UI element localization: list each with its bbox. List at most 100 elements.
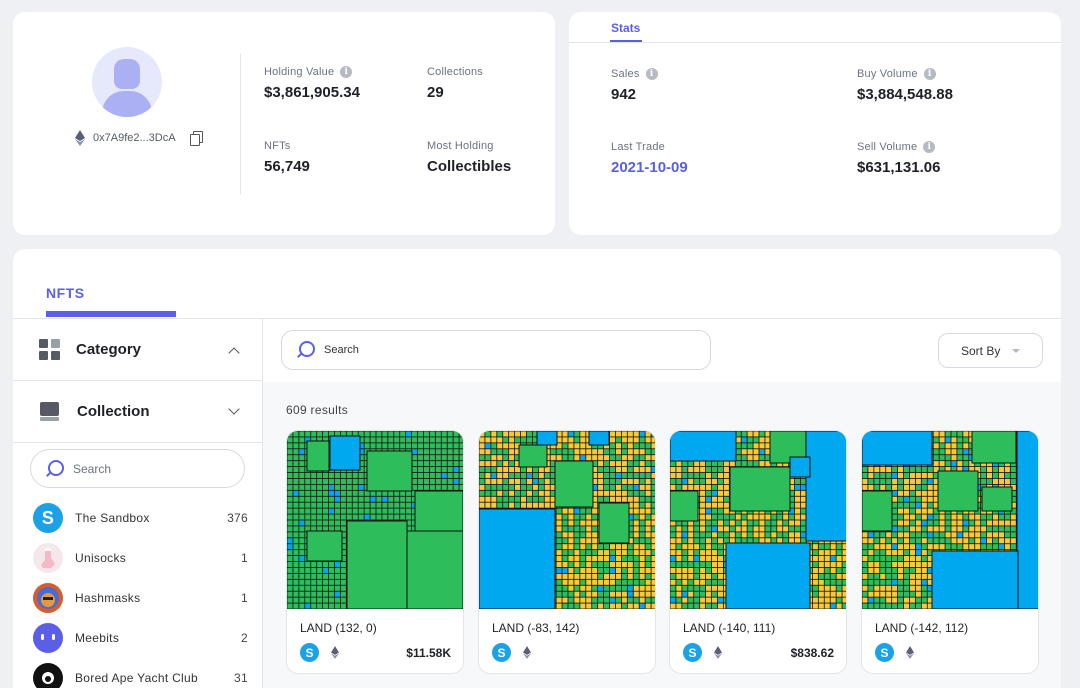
collections-stat: Collections 29 (427, 66, 483, 101)
category-icon (39, 339, 60, 360)
last-trade-link[interactable]: 2021-10-09 (611, 159, 688, 176)
sell-volume-stat: Sell Volume i $631,131.06 (857, 141, 940, 176)
nft-card[interactable]: LAND (-83, 142) S (478, 430, 656, 674)
divider (240, 54, 241, 194)
sales-label: Sales (611, 68, 640, 80)
nft-name: LAND (-140, 111) (683, 621, 776, 635)
wallet-address-row: 0x7A9fe2...3DcA (75, 130, 203, 146)
nft-footer: S $11.58K (300, 643, 451, 662)
ethereum-icon (523, 646, 531, 659)
divider (569, 42, 1061, 43)
holding-value-label: Holding Value (264, 66, 335, 78)
stats-card: Stats Sales i 942 Buy Volume i $3,884,548.… (569, 12, 1061, 235)
search-placeholder: Search (73, 461, 112, 476)
collection-item[interactable]: Unisocks 1 (33, 538, 248, 578)
nft-thumbnail (670, 431, 846, 609)
last-trade-label: Last Trade (611, 141, 665, 153)
collection-filter-header[interactable]: Collection (13, 381, 262, 443)
info-icon[interactable]: i (645, 68, 658, 80)
most-holding-label: Most Holding (427, 140, 494, 152)
nft-name: LAND (-142, 112) (875, 621, 969, 635)
collection-count: 1 (241, 591, 248, 605)
collection-name: Hashmasks (75, 591, 141, 605)
buy-volume-label: Buy Volume (857, 68, 918, 80)
nfts-label: NFTs (264, 140, 291, 152)
nft-footer: S $838.62 (683, 643, 834, 662)
collection-item[interactable]: Bored Ape Yacht Club 31 (33, 658, 248, 688)
copy-icon[interactable] (189, 131, 203, 146)
collection-name: Unisocks (75, 551, 127, 565)
nft-card[interactable]: LAND (132, 0) S $11.58K (286, 430, 464, 674)
nft-thumbnail (479, 431, 655, 609)
collection-count: 1 (241, 551, 248, 565)
chevron-up-icon[interactable] (228, 347, 240, 359)
sell-volume-value: $631,131.06 (857, 159, 941, 176)
sales-value: 942 (611, 86, 637, 103)
sales-stat: Sales i 942 (611, 68, 658, 103)
ethereum-icon (906, 646, 914, 659)
last-trade-stat: Last Trade 2021-10-09 (611, 141, 688, 176)
collection-list: S The Sandbox 376 Unisocks 1 Hashmasks 1 Meebit… (33, 498, 248, 688)
collection-count: 2 (241, 631, 248, 645)
sort-by-label: Sort By (961, 343, 1001, 358)
chevron-down-icon[interactable] (228, 403, 240, 415)
collection-label: Collection (77, 403, 150, 420)
tab-nfts[interactable]: NFTS (46, 285, 85, 301)
avatar (92, 47, 162, 117)
sandbox-icon: S (683, 643, 702, 662)
divider (262, 319, 263, 688)
collections-value: 29 (427, 84, 444, 101)
wallet-address: 0x7A9fe2...3DcA (93, 132, 176, 144)
ethereum-icon (714, 646, 722, 659)
collection-count: 31 (234, 671, 248, 685)
results-count: 609 results (286, 403, 348, 417)
info-icon[interactable]: i (923, 68, 936, 80)
divider (13, 318, 1061, 319)
buy-volume-stat: Buy Volume i $3,884,548.88 (857, 68, 953, 103)
collection-count: 376 (227, 511, 248, 525)
ethereum-icon (75, 130, 85, 146)
collection-item[interactable]: Meebits 2 (33, 618, 248, 658)
collection-name: Bored Ape Yacht Club (75, 671, 198, 685)
nfts-value: 56,749 (264, 158, 310, 175)
sort-by-dropdown[interactable]: Sort By (938, 333, 1043, 368)
collection-item[interactable]: Hashmasks 1 (33, 578, 248, 618)
collections-label: Collections (427, 66, 484, 78)
caret-down-icon (1012, 348, 1021, 353)
nft-search-input[interactable]: Search (281, 330, 711, 370)
nft-thumbnail (862, 431, 1038, 609)
tab-indicator (610, 40, 642, 43)
sock-icon (33, 543, 63, 573)
info-icon[interactable]: i (340, 66, 353, 78)
nfts-stat: NFTs 56,749 (264, 140, 310, 175)
nft-card[interactable]: LAND (-140, 111) S $838.62 (669, 430, 847, 674)
buy-volume-value: $3,884,548.88 (857, 86, 953, 103)
ethereum-icon (331, 646, 339, 659)
info-icon[interactable]: i (923, 141, 936, 153)
sandbox-icon: S (492, 643, 511, 662)
nft-price: $11.58K (406, 645, 451, 660)
hashmask-icon (33, 583, 63, 613)
category-label: Category (76, 341, 142, 358)
collection-item[interactable]: S The Sandbox 376 (33, 498, 248, 538)
tab-stats[interactable]: Stats (611, 21, 641, 35)
holding-value: $3,861,905.34 (264, 84, 360, 101)
nft-name: LAND (132, 0) (300, 621, 377, 635)
nft-card[interactable]: LAND (-142, 112) S (861, 430, 1039, 674)
most-holding-stat: Most Holding Collectibles (427, 140, 511, 175)
sandbox-icon: S (875, 643, 894, 662)
search-placeholder: Search (324, 344, 359, 356)
tab-indicator (46, 311, 176, 317)
nfts-panel: NFTS Category Collection Search S The San… (13, 249, 1061, 688)
holding-value-stat: Holding Value i $3,861,905.34 (264, 66, 360, 101)
nft-footer: S (875, 643, 1026, 662)
collection-name: Meebits (75, 631, 120, 645)
collection-search-input[interactable]: Search (30, 449, 245, 488)
collection-icon (39, 401, 61, 422)
category-filter-header[interactable]: Category (13, 319, 262, 381)
most-holding-value: Collectibles (427, 158, 512, 175)
nft-price: $838.62 (790, 645, 834, 660)
meebits-icon (33, 623, 63, 653)
sell-volume-label: Sell Volume (857, 141, 918, 153)
nft-thumbnail (287, 431, 463, 609)
